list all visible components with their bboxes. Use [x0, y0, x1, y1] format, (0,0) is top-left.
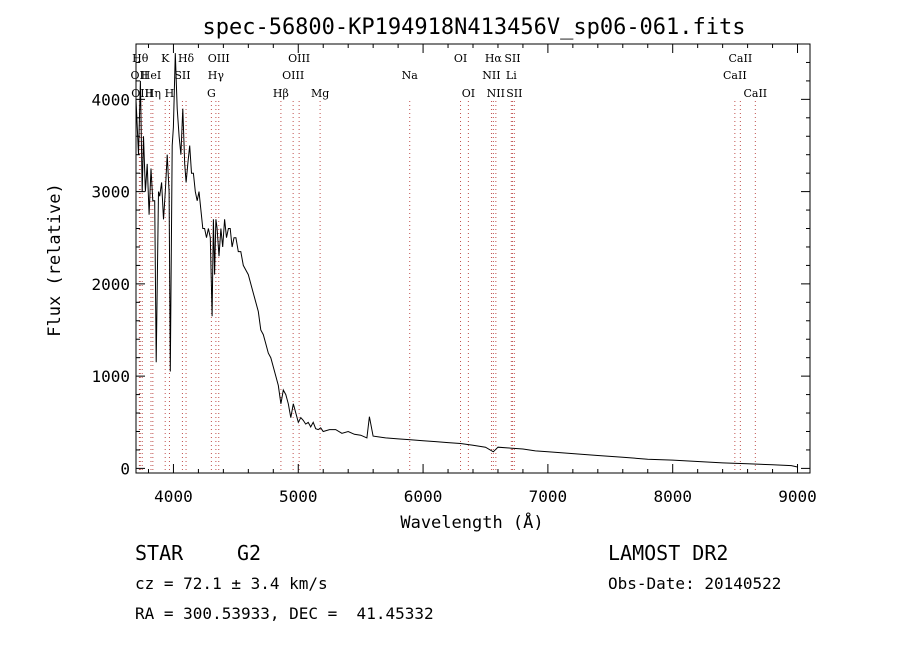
object-subclass: G2	[237, 541, 262, 565]
line-label-17: OI	[454, 52, 467, 65]
line-label-7: SII	[174, 69, 190, 82]
line-label-20: Hα	[485, 52, 503, 65]
line-label-15: Mg	[311, 87, 329, 100]
line-label-27: CaII	[743, 87, 767, 100]
line-label-0: Hθ	[132, 52, 149, 65]
line-label-10: Hγ	[208, 69, 225, 82]
x-tick-label-3: 7000	[529, 487, 568, 506]
x-tick-label-1: 5000	[279, 487, 318, 506]
line-label-8: Hδ	[178, 52, 195, 65]
x-axis-label: Wavelength (Å)	[400, 511, 543, 533]
line-label-25: CaII	[723, 69, 747, 82]
flux-series-line	[135, 53, 798, 468]
line-label-14: OIII	[288, 52, 310, 65]
line-label-2: OIII	[131, 87, 153, 100]
y-tick-label-3: 3000	[91, 183, 130, 202]
x-tick-label-2: 6000	[404, 487, 443, 506]
line-label-13: OIII	[282, 69, 304, 82]
line-label-19: NII	[482, 69, 500, 82]
line-label-23: SII	[504, 52, 520, 65]
spectral-line-markers	[138, 101, 756, 473]
line-label-12: Hβ	[273, 87, 289, 100]
line-label-1: OII	[131, 69, 149, 82]
line-label-18: OI	[462, 87, 475, 100]
line-label-11: OIII	[208, 52, 230, 65]
line-label-3: HeI	[141, 69, 161, 82]
redshift-text: cz = 72.1 ± 3.4 km/s	[135, 574, 328, 593]
x-tick-label-5: 9000	[778, 487, 817, 506]
line-label-4: Hη	[145, 87, 161, 100]
line-label-16: Na	[402, 69, 419, 82]
survey-name: LAMOST DR2	[608, 541, 729, 565]
line-label-22: Li	[506, 69, 517, 82]
obs-date: Obs-Date: 20140522	[608, 574, 782, 593]
y-tick-label-4: 4000	[91, 90, 130, 109]
x-tick-label-0: 4000	[154, 487, 193, 506]
y-tick-label-1: 1000	[91, 367, 130, 386]
spectral-line-labels: Hθ OII OIII HeI Hη K H SII Hδ G Hγ OIII Hβ OIII OIII Mg…	[131, 52, 768, 100]
chart-title: spec-56800-KP194918N413456V_sp06-061.fit…	[202, 15, 745, 40]
line-label-26: CaII	[729, 52, 753, 65]
object-class: STAR	[135, 541, 184, 565]
axis-ticks	[136, 44, 810, 473]
line-label-24: SII	[506, 87, 522, 100]
line-label-6: H	[165, 87, 175, 100]
y-axis-label: Flux (relative)	[45, 183, 65, 337]
plot-frame	[135, 43, 811, 474]
line-label-21: NII	[487, 87, 505, 100]
y-tick-label-2: 2000	[91, 275, 130, 294]
line-label-5: K	[161, 52, 170, 65]
x-tick-label-4: 8000	[653, 487, 692, 506]
y-tick-label-0: 0	[120, 459, 130, 478]
line-label-9: G	[207, 87, 216, 100]
coordinates-text: RA = 300.53933, DEC = 41.45332	[135, 604, 434, 623]
y-tick-labels: 0 1000 2000 3000 4000	[91, 90, 130, 478]
x-tick-labels: 4000 5000 6000 7000 8000 9000	[154, 487, 817, 506]
